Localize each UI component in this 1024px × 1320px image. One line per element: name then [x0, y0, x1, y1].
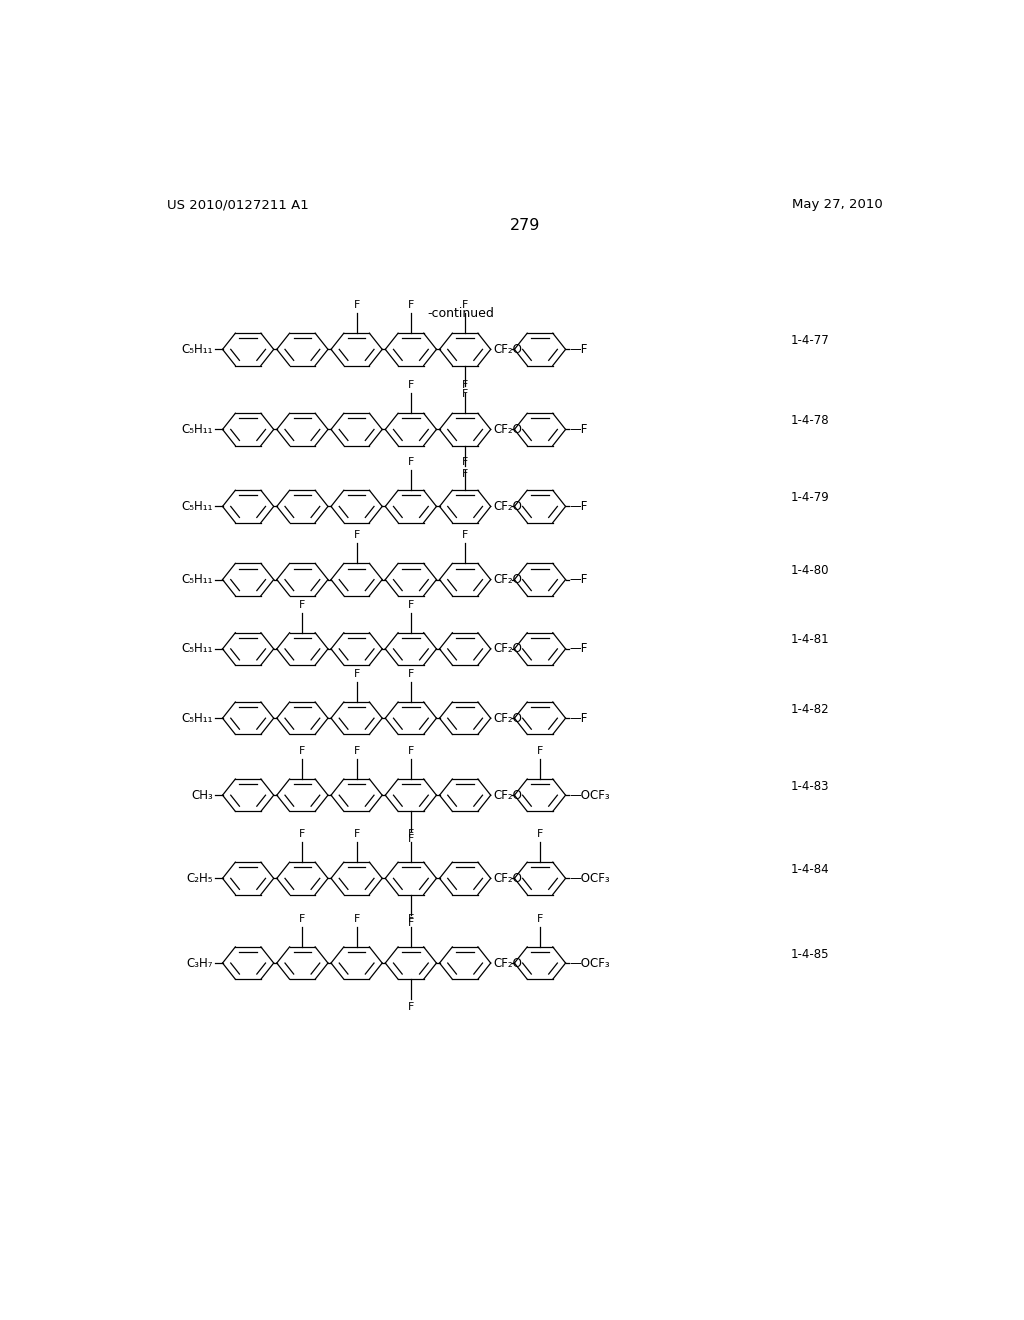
- Text: F: F: [408, 457, 414, 467]
- Text: US 2010/0127211 A1: US 2010/0127211 A1: [167, 198, 308, 211]
- Text: CF₂O: CF₂O: [494, 422, 522, 436]
- Text: F: F: [408, 746, 414, 756]
- Text: C₅H₁₁: C₅H₁₁: [181, 422, 213, 436]
- Text: —F: —F: [569, 643, 588, 656]
- Text: 1-4-84: 1-4-84: [791, 863, 829, 876]
- Text: F: F: [462, 457, 468, 467]
- Text: —OCF₃: —OCF₃: [569, 957, 610, 970]
- Text: —F: —F: [569, 573, 588, 586]
- Text: F: F: [537, 746, 543, 756]
- Text: 1-4-80: 1-4-80: [791, 564, 829, 577]
- Text: F: F: [408, 599, 414, 610]
- Text: F: F: [299, 599, 305, 610]
- Text: F: F: [408, 834, 414, 845]
- Text: F: F: [408, 829, 414, 840]
- Text: -continued: -continued: [428, 308, 495, 319]
- Text: F: F: [537, 913, 543, 924]
- Text: F: F: [299, 829, 305, 840]
- Text: 279: 279: [510, 218, 540, 234]
- Text: C₂H₅: C₂H₅: [186, 871, 213, 884]
- Text: CF₂O: CF₂O: [494, 643, 522, 656]
- Text: —F: —F: [569, 422, 588, 436]
- Text: —OCF₃: —OCF₃: [569, 871, 610, 884]
- Text: F: F: [408, 669, 414, 678]
- Text: F: F: [462, 469, 468, 479]
- Text: 1-4-83: 1-4-83: [791, 780, 829, 793]
- Text: —F: —F: [569, 711, 588, 725]
- Text: F: F: [462, 380, 468, 391]
- Text: 1-4-77: 1-4-77: [791, 334, 829, 347]
- Text: 1-4-81: 1-4-81: [791, 634, 829, 647]
- Text: —F: —F: [569, 500, 588, 513]
- Text: F: F: [353, 669, 359, 678]
- Text: C₅H₁₁: C₅H₁₁: [181, 573, 213, 586]
- Text: F: F: [353, 300, 359, 310]
- Text: F: F: [299, 913, 305, 924]
- Text: CF₂O: CF₂O: [494, 788, 522, 801]
- Text: CF₂O: CF₂O: [494, 500, 522, 513]
- Text: F: F: [353, 746, 359, 756]
- Text: C₅H₁₁: C₅H₁₁: [181, 343, 213, 356]
- Text: May 27, 2010: May 27, 2010: [793, 198, 883, 211]
- Text: CF₂O: CF₂O: [494, 711, 522, 725]
- Text: F: F: [353, 531, 359, 540]
- Text: F: F: [299, 746, 305, 756]
- Text: —F: —F: [569, 343, 588, 356]
- Text: 1-4-82: 1-4-82: [791, 702, 829, 715]
- Text: C₃H₇: C₃H₇: [186, 957, 213, 970]
- Text: F: F: [408, 380, 414, 391]
- Text: F: F: [462, 388, 468, 399]
- Text: —OCF₃: —OCF₃: [569, 788, 610, 801]
- Text: CH₃: CH₃: [191, 788, 213, 801]
- Text: CF₂O: CF₂O: [494, 871, 522, 884]
- Text: F: F: [353, 829, 359, 840]
- Text: F: F: [462, 300, 468, 310]
- Text: F: F: [537, 829, 543, 840]
- Text: CF₂O: CF₂O: [494, 957, 522, 970]
- Text: F: F: [408, 913, 414, 924]
- Text: F: F: [353, 913, 359, 924]
- Text: C₅H₁₁: C₅H₁₁: [181, 711, 213, 725]
- Text: F: F: [408, 1002, 414, 1012]
- Text: F: F: [462, 531, 468, 540]
- Text: 1-4-78: 1-4-78: [791, 414, 829, 428]
- Text: 1-4-79: 1-4-79: [791, 491, 829, 504]
- Text: F: F: [408, 917, 414, 928]
- Text: F: F: [408, 300, 414, 310]
- Text: CF₂O: CF₂O: [494, 343, 522, 356]
- Text: CF₂O: CF₂O: [494, 573, 522, 586]
- Text: C₅H₁₁: C₅H₁₁: [181, 500, 213, 513]
- Text: 1-4-85: 1-4-85: [791, 948, 829, 961]
- Text: C₅H₁₁: C₅H₁₁: [181, 643, 213, 656]
